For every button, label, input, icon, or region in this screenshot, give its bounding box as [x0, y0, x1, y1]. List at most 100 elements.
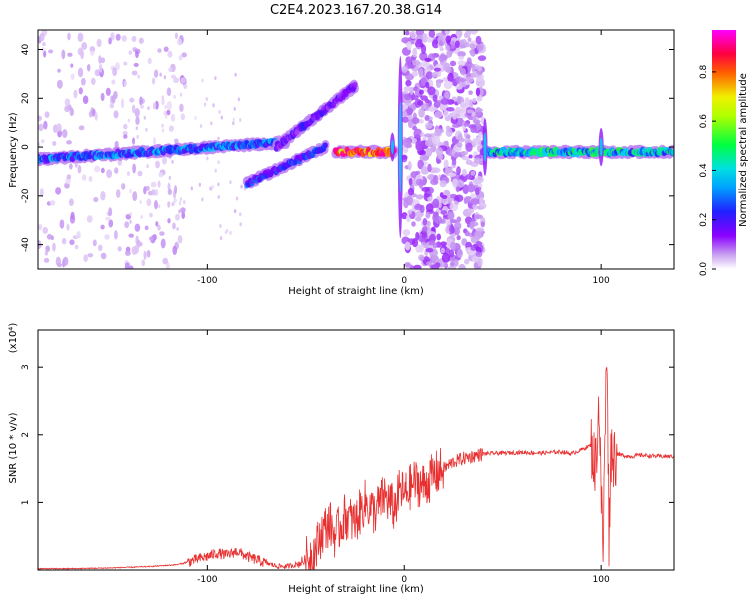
- spectrogram-cell: [77, 67, 84, 78]
- spectrogram-cell: [129, 212, 132, 217]
- spectrogram-cell: [445, 127, 453, 137]
- spectrogram-cell: [93, 196, 99, 203]
- spectrogram-cell: [209, 186, 212, 191]
- spectrogram-cell: [422, 225, 429, 233]
- spectrogram-cell: [467, 37, 472, 43]
- spectrogram-cell: [411, 237, 419, 248]
- spectrogram-cell: [459, 151, 469, 156]
- spectrogram-cell: [415, 203, 422, 209]
- spectrogram-cell: [145, 127, 148, 132]
- spectrogram-cell: [155, 160, 160, 169]
- spectrogram-cell: [140, 242, 143, 247]
- spectrogram-cell: [443, 109, 449, 118]
- spectrogram-cell: [464, 230, 470, 237]
- spectrogram-cell: [224, 230, 228, 235]
- spectrogram-cell: [157, 48, 162, 53]
- spectrogram-cell: [87, 253, 94, 258]
- spectrogram-cell: [198, 182, 202, 187]
- spectrogram-cell: [206, 156, 209, 161]
- spectrogram-cell: [124, 221, 130, 229]
- spectrogram-frame: [37, 29, 675, 270]
- colorbar-label: Normalized spectral amplitude: [738, 73, 749, 227]
- spectrogram-cell: [125, 250, 131, 256]
- spectrogram-cell: [451, 158, 457, 166]
- spectrogram-cell: [171, 201, 175, 207]
- spectrogram-cell: [126, 171, 130, 176]
- spectrogram-cell: [444, 91, 450, 100]
- spectrogram-cell: [404, 93, 412, 101]
- spectrogram-cell: [66, 140, 72, 145]
- spectrogram-cell: [132, 191, 138, 202]
- spectrogram-cell: [475, 108, 483, 113]
- spectrogram-cell: [199, 124, 203, 129]
- spectrogram-cell: [56, 79, 63, 89]
- spectrogram-cell: [55, 187, 62, 195]
- y-tick-label: 1: [21, 500, 31, 506]
- spectrogram-cell: [462, 184, 469, 195]
- chart-title: C2E4.2023.167.20.38.G14: [270, 3, 442, 18]
- spectrogram-cell: [214, 168, 217, 173]
- spectrogram-cell: [454, 221, 462, 230]
- spectrogram-cell: [167, 182, 171, 191]
- spectrogram-cell: [440, 241, 447, 247]
- spectrogram-cell: [472, 97, 477, 104]
- spectrogram-cell: [180, 113, 186, 121]
- spectrogram-cell: [38, 141, 41, 148]
- spectrogram-cell: [166, 101, 172, 111]
- spectrogram-cell: [179, 92, 183, 97]
- spectrogram-cell: [132, 163, 136, 174]
- spectrogram-cell: [434, 128, 442, 137]
- spectrogram-cell: [401, 154, 408, 160]
- spectrogram-cell: [424, 114, 430, 121]
- spectrogram-cell: [457, 179, 465, 188]
- spectrogram-cell: [232, 117, 236, 122]
- spectrogram-cell: [239, 212, 242, 217]
- spectrogram-cell: [167, 201, 171, 208]
- spectrogram-cell: [174, 213, 180, 221]
- spectrogram-cell: [468, 154, 473, 159]
- spectrogram-cell: [441, 194, 448, 200]
- spectrogram-cell: [418, 178, 424, 189]
- spectrogram-cell: [180, 207, 186, 213]
- spectrogram-cell: [173, 94, 176, 99]
- spectrogram-cell: [424, 133, 432, 138]
- spectrogram-cell: [421, 186, 431, 192]
- colorbar-tick-label: 0.8: [699, 64, 709, 79]
- spectrogram-cell: [113, 110, 119, 119]
- spectrogram-cell: [464, 41, 470, 48]
- spectrogram-cell: [427, 86, 436, 96]
- spectrogram-cell: [155, 221, 159, 227]
- spectrogram-cell: [82, 95, 89, 105]
- spectrogram-cell: [430, 179, 439, 186]
- spectrogram-cell: [217, 194, 220, 199]
- spectrogram-cell: [476, 94, 483, 102]
- spectrogram-cell: [468, 90, 473, 96]
- spectrogram-cell: [458, 55, 464, 60]
- colorbar: [712, 30, 736, 269]
- spectrogram-cell: [409, 86, 414, 95]
- spectrogram-cell: [475, 240, 482, 247]
- spectrogram-cell: [428, 240, 435, 246]
- spectrogram-cell: [161, 95, 164, 100]
- spectrogram-cell: [235, 196, 239, 201]
- spectrogram-cell: [137, 74, 140, 79]
- spectrogram-cell: [69, 163, 73, 170]
- spectrogram-cell: [100, 224, 105, 230]
- spectrogram-cell: [178, 201, 182, 206]
- spectrogram-cell: [352, 81, 358, 88]
- spectrogram-cell: [131, 246, 138, 255]
- spectrogram-cell: [419, 154, 429, 161]
- spectrogram-cell: [218, 110, 221, 115]
- spectrogram-cell: [415, 211, 422, 218]
- spectrogram-cell: [176, 226, 179, 231]
- spectrogram-cell: [168, 67, 173, 73]
- spectrogram-cell: [112, 67, 118, 77]
- colorbar-tick-label: 0.0: [699, 262, 709, 277]
- spectrogram-cell: [465, 159, 473, 165]
- spectrogram-cell: [419, 204, 425, 214]
- spectrogram-cell: [97, 244, 103, 252]
- spectrogram-cell: [121, 183, 126, 190]
- spectrogram-cell: [96, 38, 102, 48]
- spectrogram-cell: [39, 187, 44, 198]
- spectrogram-cell: [456, 166, 461, 176]
